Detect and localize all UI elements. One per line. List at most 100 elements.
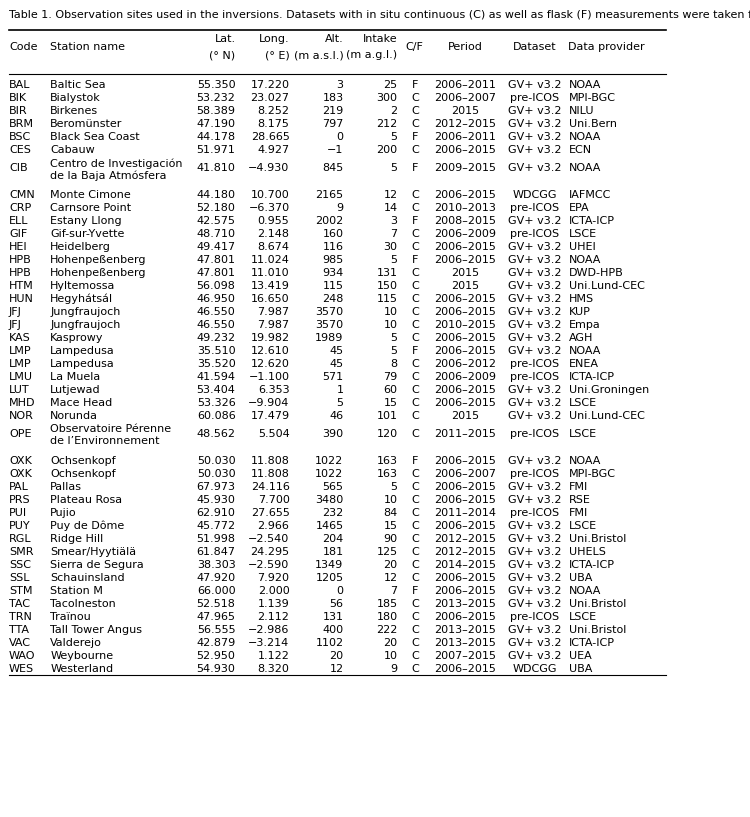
Text: 163: 163 xyxy=(376,469,398,479)
Text: 2006–2015: 2006–2015 xyxy=(434,333,496,343)
Text: 12.620: 12.620 xyxy=(251,359,290,369)
Text: 11.808: 11.808 xyxy=(251,456,290,466)
Text: Uni.Lund-CEC: Uni.Lund-CEC xyxy=(568,281,644,291)
Text: 200: 200 xyxy=(376,145,398,155)
Text: pre-ICOS: pre-ICOS xyxy=(510,612,560,622)
Text: C: C xyxy=(411,534,419,544)
Text: GV+ v3.2: GV+ v3.2 xyxy=(508,411,562,422)
Text: pre-ICOS: pre-ICOS xyxy=(510,229,560,239)
Text: 2011–2015: 2011–2015 xyxy=(434,429,496,439)
Text: GV+ v3.2: GV+ v3.2 xyxy=(508,346,562,356)
Text: 56: 56 xyxy=(329,599,344,609)
Text: −4.930: −4.930 xyxy=(248,163,290,173)
Text: CRP: CRP xyxy=(9,203,32,212)
Text: GV+ v3.2: GV+ v3.2 xyxy=(508,294,562,304)
Text: C: C xyxy=(411,203,419,212)
Text: 2006–2015: 2006–2015 xyxy=(434,456,496,466)
Text: OXK: OXK xyxy=(9,469,32,479)
Text: OPE: OPE xyxy=(9,429,32,439)
Text: 2.966: 2.966 xyxy=(258,521,290,531)
Text: Lampedusa: Lampedusa xyxy=(50,346,115,356)
Text: NOAA: NOAA xyxy=(568,255,601,265)
Text: 79: 79 xyxy=(383,373,398,382)
Text: 9: 9 xyxy=(390,664,398,674)
Text: 3570: 3570 xyxy=(315,320,344,330)
Text: 54.930: 54.930 xyxy=(196,664,236,674)
Text: Long.: Long. xyxy=(259,34,290,44)
Text: C: C xyxy=(411,638,419,648)
Text: 45.930: 45.930 xyxy=(196,495,236,505)
Text: C: C xyxy=(411,664,419,674)
Text: STM: STM xyxy=(9,586,32,596)
Text: BIK: BIK xyxy=(9,93,27,103)
Text: GV+ v3.2: GV+ v3.2 xyxy=(508,132,562,142)
Text: Puy de Dôme: Puy de Dôme xyxy=(50,521,124,531)
Text: 6.353: 6.353 xyxy=(258,385,290,395)
Text: 2006–2015: 2006–2015 xyxy=(434,495,496,505)
Text: Valderejo: Valderejo xyxy=(50,638,102,648)
Text: Westerland: Westerland xyxy=(50,664,113,674)
Text: 2006–2015: 2006–2015 xyxy=(434,664,496,674)
Text: 10: 10 xyxy=(383,495,398,505)
Text: BIR: BIR xyxy=(9,106,28,116)
Text: Schauinsland: Schauinsland xyxy=(50,573,124,583)
Text: 14: 14 xyxy=(383,203,398,212)
Text: C/F: C/F xyxy=(406,42,424,52)
Text: 19.982: 19.982 xyxy=(251,333,290,343)
Text: 46.950: 46.950 xyxy=(196,294,236,304)
Text: 2006–2009: 2006–2009 xyxy=(434,229,496,239)
Text: 62.910: 62.910 xyxy=(196,508,236,518)
Text: 8: 8 xyxy=(390,359,398,369)
Text: GV+ v3.2: GV+ v3.2 xyxy=(508,145,562,155)
Text: Plateau Rosa: Plateau Rosa xyxy=(50,495,122,505)
Text: 8.252: 8.252 xyxy=(257,106,290,116)
Text: 248: 248 xyxy=(322,294,344,304)
Text: UEA: UEA xyxy=(568,651,591,661)
Text: CIB: CIB xyxy=(9,163,28,173)
Text: pre-ICOS: pre-ICOS xyxy=(510,93,560,103)
Text: 38.303: 38.303 xyxy=(196,560,236,570)
Text: pre-ICOS: pre-ICOS xyxy=(510,359,560,369)
Text: −2.590: −2.590 xyxy=(248,560,290,570)
Text: 300: 300 xyxy=(376,93,398,103)
Text: Jungfraujoch: Jungfraujoch xyxy=(50,307,121,317)
Text: WAO: WAO xyxy=(9,651,35,661)
Text: 46: 46 xyxy=(329,411,344,422)
Text: UHELS: UHELS xyxy=(568,547,605,557)
Text: 24.295: 24.295 xyxy=(251,547,290,557)
Text: 212: 212 xyxy=(376,119,398,129)
Text: 28.665: 28.665 xyxy=(251,132,290,142)
Text: 11.808: 11.808 xyxy=(251,469,290,479)
Text: 1465: 1465 xyxy=(315,521,344,531)
Text: 13.419: 13.419 xyxy=(251,281,290,291)
Text: 5: 5 xyxy=(391,255,398,265)
Text: Uni.Bristol: Uni.Bristol xyxy=(568,599,626,609)
Text: 2011–2014: 2011–2014 xyxy=(434,508,496,518)
Text: C: C xyxy=(411,373,419,382)
Text: GV+ v3.2: GV+ v3.2 xyxy=(508,255,562,265)
Text: (m a.g.l.): (m a.g.l.) xyxy=(346,51,398,60)
Text: C: C xyxy=(411,119,419,129)
Text: Lat.: Lat. xyxy=(214,34,236,44)
Text: Estany Llong: Estany Llong xyxy=(50,216,122,225)
Text: 2006–2007: 2006–2007 xyxy=(434,93,496,103)
Text: 845: 845 xyxy=(322,163,344,173)
Text: 45: 45 xyxy=(329,359,344,369)
Text: VAC: VAC xyxy=(9,638,31,648)
Text: de l’Environnement: de l’Environnement xyxy=(50,436,160,446)
Text: 181: 181 xyxy=(322,547,344,557)
Text: 10: 10 xyxy=(383,307,398,317)
Text: Data provider: Data provider xyxy=(568,42,645,52)
Text: 53.404: 53.404 xyxy=(196,385,236,395)
Text: KUP: KUP xyxy=(568,307,590,317)
Text: GV+ v3.2: GV+ v3.2 xyxy=(508,638,562,648)
Text: SMR: SMR xyxy=(9,547,34,557)
Text: C: C xyxy=(411,229,419,239)
Text: 47.190: 47.190 xyxy=(196,119,236,129)
Text: GV+ v3.2: GV+ v3.2 xyxy=(508,268,562,278)
Text: PUY: PUY xyxy=(9,521,31,531)
Text: 1: 1 xyxy=(337,385,344,395)
Text: 2015: 2015 xyxy=(452,281,479,291)
Text: 48.710: 48.710 xyxy=(196,229,236,239)
Text: 1989: 1989 xyxy=(315,333,344,343)
